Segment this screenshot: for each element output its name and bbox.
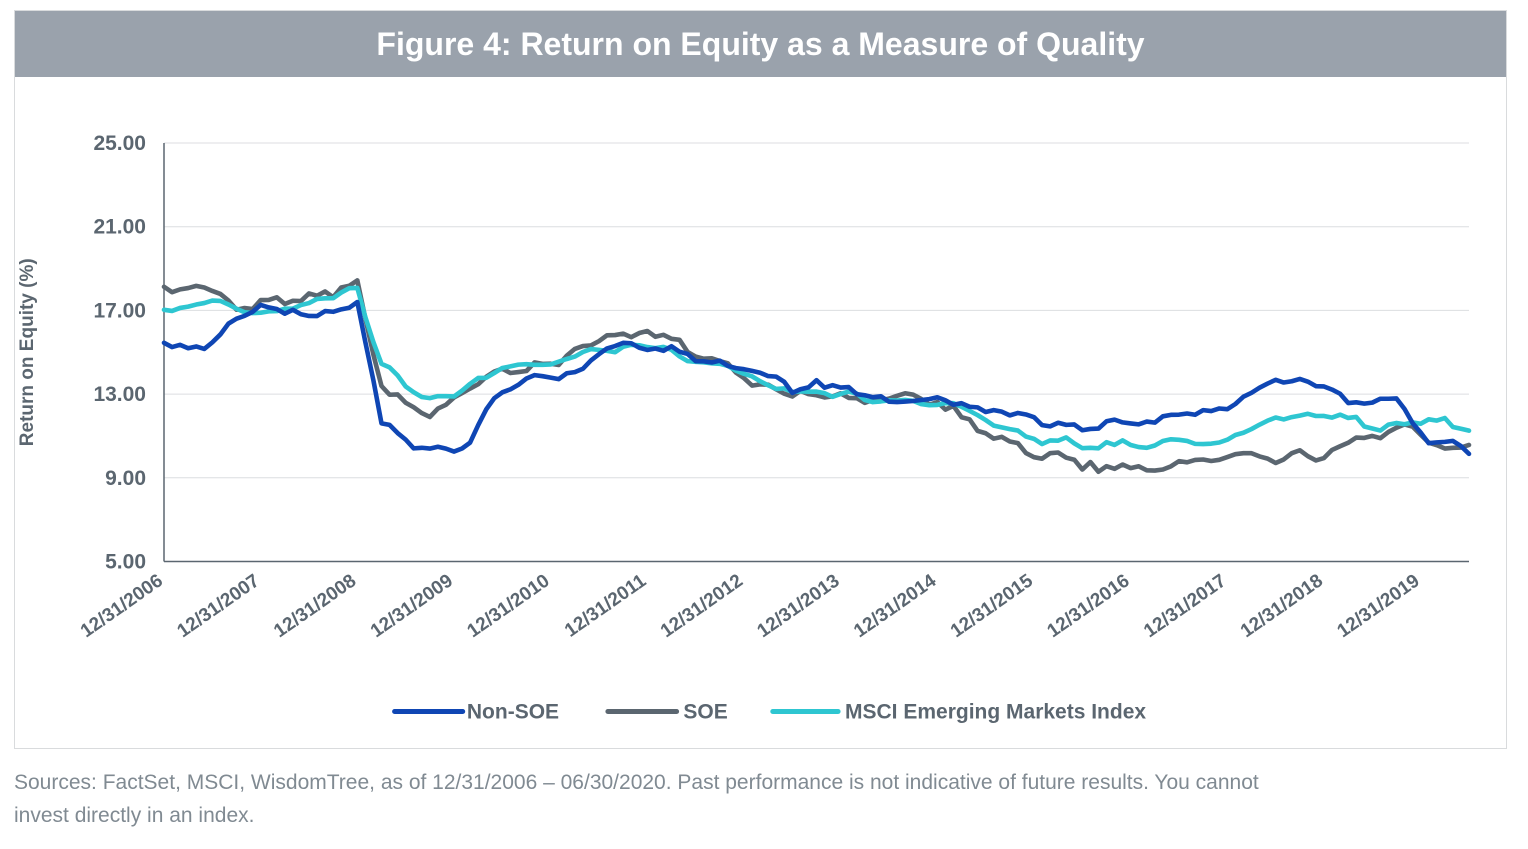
svg-text:12/31/2018: 12/31/2018 bbox=[1237, 570, 1327, 642]
svg-text:12/31/2012: 12/31/2012 bbox=[657, 570, 747, 642]
svg-text:12/31/2011: 12/31/2011 bbox=[561, 570, 650, 641]
svg-text:9.00: 9.00 bbox=[105, 467, 146, 490]
svg-text:12/31/2007: 12/31/2007 bbox=[174, 570, 264, 642]
svg-text:5.00: 5.00 bbox=[105, 551, 146, 574]
svg-text:17.00: 17.00 bbox=[93, 299, 146, 322]
svg-text:Return on Equity (%): Return on Equity (%) bbox=[17, 258, 38, 446]
svg-text:Non-SOE: Non-SOE bbox=[467, 701, 559, 724]
svg-text:SOE: SOE bbox=[683, 701, 727, 724]
svg-text:21.00: 21.00 bbox=[93, 216, 146, 239]
svg-text:12/31/2008: 12/31/2008 bbox=[270, 570, 360, 642]
svg-text:13.00: 13.00 bbox=[93, 383, 146, 406]
svg-text:12/31/2006: 12/31/2006 bbox=[77, 570, 167, 642]
svg-text:12/31/2017: 12/31/2017 bbox=[1140, 570, 1230, 642]
svg-text:12/31/2010: 12/31/2010 bbox=[464, 570, 554, 642]
svg-text:12/31/2016: 12/31/2016 bbox=[1044, 570, 1134, 642]
svg-text:12/31/2019: 12/31/2019 bbox=[1334, 570, 1424, 642]
svg-text:12/31/2015: 12/31/2015 bbox=[947, 570, 1037, 642]
svg-text:12/31/2014: 12/31/2014 bbox=[850, 570, 940, 642]
svg-text:25.00: 25.00 bbox=[93, 132, 146, 155]
svg-text:MSCI Emerging Markets Index: MSCI Emerging Markets Index bbox=[845, 701, 1146, 724]
svg-text:12/31/2013: 12/31/2013 bbox=[754, 570, 844, 642]
svg-text:12/31/2009: 12/31/2009 bbox=[367, 570, 457, 642]
